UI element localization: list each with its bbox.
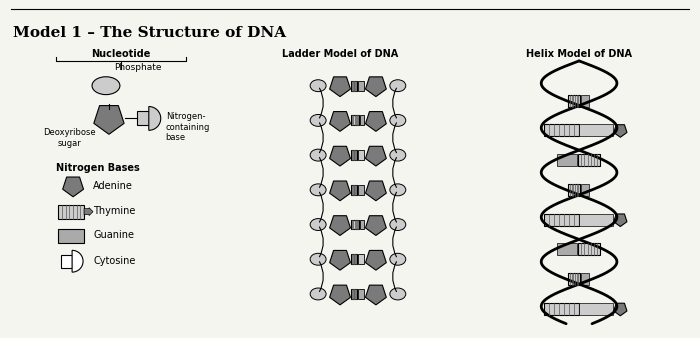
- Polygon shape: [330, 250, 351, 270]
- Ellipse shape: [310, 219, 326, 231]
- Polygon shape: [365, 181, 386, 201]
- Ellipse shape: [390, 184, 406, 196]
- Bar: [358, 81, 364, 91]
- Polygon shape: [365, 216, 386, 236]
- Bar: [579, 214, 613, 225]
- Bar: [351, 185, 357, 195]
- Bar: [351, 220, 359, 230]
- Polygon shape: [365, 285, 386, 305]
- Bar: [358, 185, 364, 195]
- Bar: [58, 230, 84, 243]
- Bar: [360, 220, 364, 230]
- Polygon shape: [330, 181, 351, 201]
- Polygon shape: [614, 214, 627, 226]
- Bar: [581, 184, 589, 196]
- Bar: [568, 273, 580, 285]
- Text: Guanine: Guanine: [93, 231, 134, 240]
- Polygon shape: [330, 285, 351, 305]
- Bar: [544, 303, 579, 315]
- Bar: [58, 205, 84, 219]
- Text: Nucleotide: Nucleotide: [91, 49, 150, 59]
- Text: Nitrogen-
containing
base: Nitrogen- containing base: [166, 113, 210, 142]
- Ellipse shape: [310, 80, 326, 92]
- Bar: [351, 81, 357, 91]
- Wedge shape: [149, 106, 161, 130]
- Ellipse shape: [310, 115, 326, 126]
- FancyBboxPatch shape: [61, 255, 72, 268]
- Text: Model 1 – The Structure of DNA: Model 1 – The Structure of DNA: [13, 26, 286, 40]
- Polygon shape: [94, 105, 124, 134]
- Ellipse shape: [310, 149, 326, 161]
- Bar: [579, 303, 613, 315]
- Bar: [351, 289, 357, 299]
- Bar: [544, 214, 579, 225]
- Bar: [351, 254, 357, 264]
- Polygon shape: [614, 303, 627, 316]
- Ellipse shape: [310, 253, 326, 265]
- Ellipse shape: [310, 184, 326, 196]
- Ellipse shape: [310, 288, 326, 300]
- Ellipse shape: [390, 288, 406, 300]
- Ellipse shape: [390, 253, 406, 265]
- Polygon shape: [330, 146, 351, 166]
- Bar: [581, 95, 589, 106]
- Text: Helix Model of DNA: Helix Model of DNA: [526, 49, 632, 59]
- Bar: [578, 243, 601, 255]
- Text: Phosphate: Phosphate: [114, 63, 162, 72]
- Polygon shape: [365, 146, 386, 166]
- Text: Nitrogen Bases: Nitrogen Bases: [56, 163, 140, 173]
- Polygon shape: [330, 112, 351, 131]
- Ellipse shape: [390, 219, 406, 231]
- FancyBboxPatch shape: [136, 112, 149, 125]
- Bar: [358, 254, 364, 264]
- Text: Deoxyribose
sugar: Deoxyribose sugar: [43, 128, 95, 148]
- Ellipse shape: [390, 149, 406, 161]
- FancyArrow shape: [84, 208, 93, 216]
- Ellipse shape: [92, 77, 120, 95]
- Polygon shape: [614, 125, 627, 137]
- Polygon shape: [63, 177, 83, 197]
- Bar: [360, 116, 364, 125]
- Bar: [358, 150, 364, 160]
- Bar: [578, 154, 601, 166]
- Bar: [556, 243, 577, 255]
- Bar: [581, 273, 589, 285]
- Text: Thymine: Thymine: [93, 206, 135, 216]
- Polygon shape: [330, 216, 351, 236]
- Polygon shape: [365, 250, 386, 270]
- Wedge shape: [72, 250, 83, 272]
- Bar: [544, 124, 579, 136]
- Bar: [556, 154, 577, 166]
- Text: Adenine: Adenine: [93, 181, 133, 191]
- Ellipse shape: [390, 80, 406, 92]
- Polygon shape: [365, 112, 386, 131]
- Text: Ladder Model of DNA: Ladder Model of DNA: [282, 49, 398, 59]
- Bar: [579, 124, 613, 136]
- Bar: [351, 116, 359, 125]
- Polygon shape: [365, 77, 386, 97]
- Text: Cytosine: Cytosine: [93, 256, 135, 266]
- Bar: [351, 150, 357, 160]
- Ellipse shape: [390, 115, 406, 126]
- Bar: [358, 289, 364, 299]
- Bar: [568, 184, 580, 196]
- Bar: [568, 95, 580, 106]
- Polygon shape: [330, 77, 351, 97]
